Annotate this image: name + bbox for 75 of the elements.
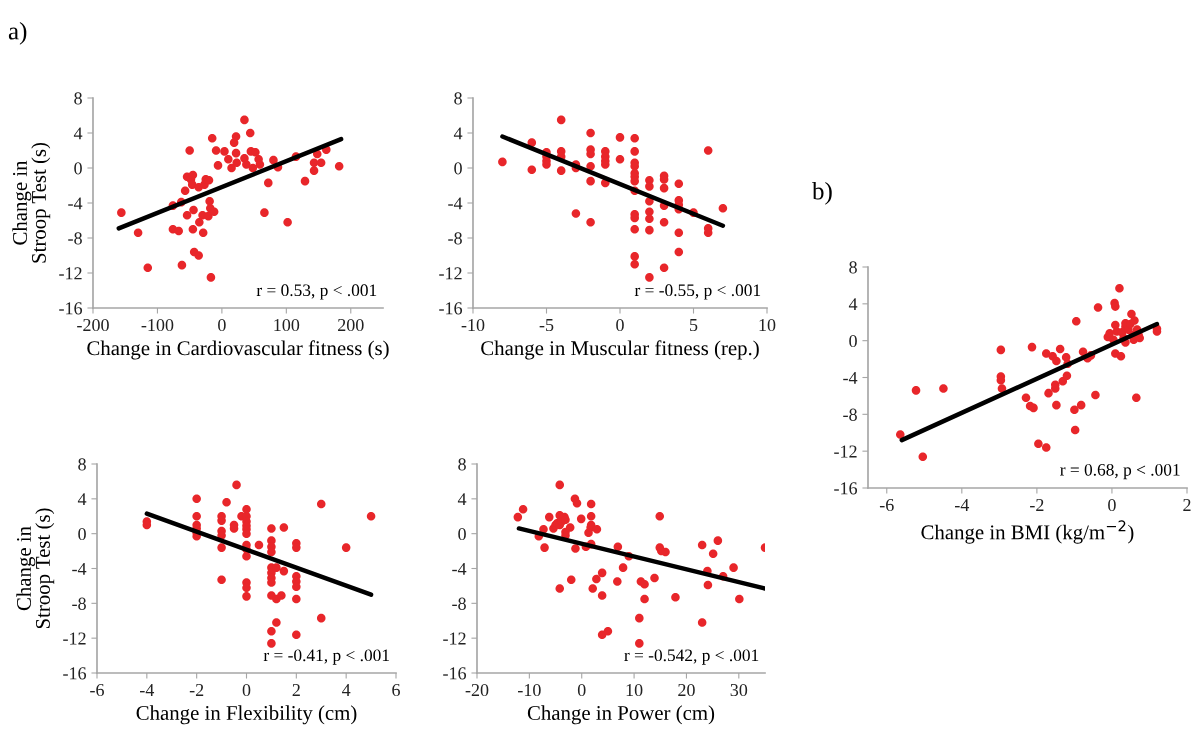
- y-tick-label: -8: [72, 597, 86, 610]
- x-tick-label: 0: [616, 318, 624, 332]
- y-tick-label: -12: [443, 632, 466, 645]
- y-axis-title: Change in Stroop Test (s): [16, 508, 55, 629]
- x-tick-label: -6: [90, 683, 104, 697]
- chart-title: a): [8, 22, 27, 45]
- x-tick-label: -6: [879, 498, 894, 512]
- y-tick-label: -4: [843, 371, 858, 384]
- x-tick-label: -5: [539, 319, 554, 332]
- annotation: r = -0.542, p < .001: [624, 649, 759, 665]
- y-tick-label: -16: [59, 302, 83, 315]
- y-tick-label: -8: [843, 408, 857, 421]
- y-tick-label: 4: [453, 127, 463, 140]
- y-tick-label: -4: [448, 197, 463, 210]
- x-tick-label: 0: [218, 318, 226, 332]
- x-tick-label: 200: [338, 318, 364, 332]
- x-tick-label: -20: [465, 683, 489, 697]
- y-tick-label: -12: [59, 267, 82, 280]
- annotation: r = -0.41, p < .001: [263, 649, 389, 665]
- y-tick-label: 8: [849, 261, 857, 274]
- y-tick-label: 4: [73, 127, 83, 140]
- y-tick-label: -16: [443, 667, 467, 680]
- y-tick-label: 0: [78, 527, 86, 541]
- x-axis-title: Change in Muscular fitness (rep.): [481, 340, 759, 360]
- x-tick-label: -100: [141, 318, 174, 332]
- chart-title: b): [812, 182, 832, 205]
- x-axis-title: Change in Flexibility (cm): [136, 705, 357, 725]
- y-tick-label: -4: [452, 562, 467, 575]
- y-tick-label: 4: [848, 298, 858, 311]
- y-tick-label: 8: [74, 92, 82, 105]
- x-tick-label: 4: [342, 684, 351, 696]
- y-tick-label: -8: [68, 232, 82, 245]
- x-tick-label: 0: [577, 683, 586, 697]
- x-tick-label: 2: [1183, 498, 1191, 511]
- x-tick-label: -4: [139, 684, 155, 696]
- x-tick-label: 10: [626, 683, 643, 697]
- x-tick-label: -10: [461, 318, 485, 332]
- x-tick-label: -4: [954, 499, 970, 511]
- x-tick-label: -2: [189, 683, 204, 696]
- y-axis-title: Change in Stroop Test (s): [12, 142, 51, 263]
- y-tick-label: -8: [452, 597, 466, 610]
- y-tick-label: 0: [458, 527, 466, 541]
- y-tick-label: 0: [849, 334, 857, 348]
- x-axis-title: Change in BMI (kg/m$^{−2}$): [921, 520, 1134, 544]
- y-tick-label: -12: [834, 445, 857, 458]
- x-axis-title: Change in Cardiovascular fitness (s): [87, 340, 389, 360]
- y-tick-label: -16: [439, 302, 463, 315]
- y-tick-label: -16: [834, 482, 858, 495]
- x-tick-label: 30: [730, 683, 748, 697]
- x-tick-label: 20: [678, 683, 695, 697]
- y-tick-label: -12: [63, 632, 86, 645]
- y-tick-label: 8: [458, 458, 466, 471]
- annotation: r = -0.55, p < .001: [634, 284, 761, 300]
- x-axis-title: Change in Power (cm): [527, 705, 715, 725]
- x-tick-label: 5: [690, 319, 698, 332]
- y-tick-label: 0: [74, 162, 82, 175]
- x-tick-label: 2: [292, 683, 300, 696]
- x-tick-label: 0: [242, 683, 251, 697]
- x-tick-label: 0: [1108, 498, 1116, 512]
- x-tick-label: -10: [518, 683, 541, 697]
- y-tick-label: -4: [68, 197, 83, 210]
- x-tick-label: -2: [1030, 498, 1044, 511]
- x-tick-label: 6: [392, 683, 400, 697]
- annotation: r = 0.53, p < .001: [256, 284, 377, 300]
- x-tick-label: 10: [759, 318, 776, 332]
- y-tick-label: 8: [454, 92, 462, 105]
- y-tick-label: 8: [78, 458, 86, 471]
- annotation: r = 0.68, p < .001: [1060, 463, 1180, 480]
- y-tick-label: -4: [72, 562, 87, 575]
- x-tick-label: -200: [77, 318, 109, 332]
- y-tick-label: -16: [63, 667, 87, 680]
- y-tick-label: 0: [454, 162, 462, 175]
- x-tick-label: 100: [274, 318, 300, 332]
- y-tick-label: -8: [448, 232, 462, 245]
- y-tick-label: -12: [439, 267, 462, 280]
